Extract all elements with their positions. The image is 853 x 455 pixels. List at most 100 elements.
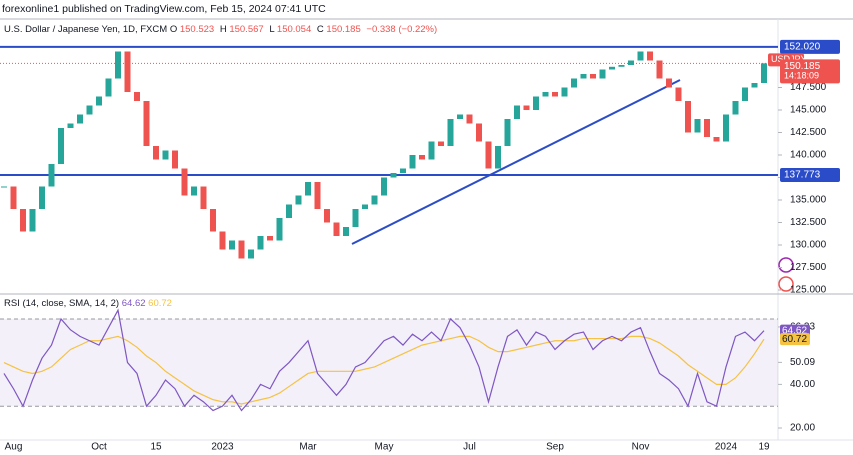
candle (495, 146, 501, 169)
candle (590, 74, 596, 79)
event-icon[interactable] (778, 257, 794, 273)
candle (333, 222, 340, 236)
candle (438, 141, 444, 146)
candle (86, 105, 93, 115)
candle (628, 60, 634, 65)
candle (162, 150, 169, 160)
y-tick-label: 142.500 (790, 127, 827, 138)
candle (523, 105, 530, 110)
price-label-box (780, 39, 840, 54)
candle (552, 92, 558, 97)
candle (295, 195, 302, 205)
ohlc-value: 150.523 (179, 24, 215, 35)
indicator-value: 60.72 (148, 298, 172, 309)
candle (466, 114, 473, 124)
candle (409, 155, 416, 169)
flag-icon[interactable] (778, 276, 794, 292)
candle (352, 209, 359, 227)
candle (362, 204, 368, 209)
candle (20, 209, 26, 232)
candle (599, 69, 606, 79)
y-tick-label: 40.00 (790, 379, 815, 390)
x-tick-label: 15 (150, 442, 162, 453)
candle (210, 209, 216, 232)
candle (286, 204, 292, 218)
y-tick-label: 130.000 (790, 240, 827, 251)
last-price-box (780, 59, 840, 84)
candle (1, 186, 7, 188)
y-tick-label: 145.000 (790, 105, 827, 116)
candle (694, 119, 701, 133)
x-tick-label: Jul (463, 442, 476, 453)
candle (580, 74, 587, 79)
y-tick-label: 50.09 (790, 357, 815, 368)
candle (751, 83, 758, 88)
rsi-band (0, 318, 778, 407)
candle (124, 51, 131, 92)
rsi-legend: RSI (14, close, SMA, 14, 2) 64.62 60.72 (4, 298, 172, 309)
candle (514, 105, 520, 119)
y-tick-label: 147.500 (790, 82, 827, 93)
candle (656, 60, 663, 79)
x-tick-label: Nov (632, 442, 650, 453)
y-tick-label: 125.000 (790, 285, 827, 296)
publisher: forexonline1 published on TradingView.co… (2, 3, 326, 15)
change: −0.338 (−0.22%) (366, 24, 438, 35)
ohlc-key: L (269, 24, 275, 35)
candle (200, 186, 207, 209)
y-tick-label: 20.00 (790, 423, 815, 434)
candle (647, 51, 653, 61)
legend: U.S. Dollar / Japanese Yen, 1D, FXCM O 1… (4, 24, 440, 35)
candle (267, 236, 273, 241)
y-tick-label: 140.000 (790, 150, 827, 161)
candle (704, 119, 710, 137)
candle (542, 92, 549, 97)
candle (181, 168, 188, 196)
candle (238, 240, 245, 259)
candle (143, 101, 150, 146)
candle (761, 63, 767, 83)
candle (58, 128, 64, 164)
value-box-label: 64.62 (782, 325, 807, 336)
candle (713, 137, 720, 142)
x-tick-label: Sep (546, 442, 564, 453)
candle (229, 240, 235, 250)
candle (96, 96, 102, 106)
candle (219, 231, 226, 250)
candle (685, 101, 691, 133)
candle (371, 195, 378, 205)
candle (742, 87, 748, 101)
indicator-line (3, 308, 765, 412)
y-tick-label: 132.500 (790, 217, 827, 228)
y-tick-label: 127.500 (790, 262, 827, 273)
chart-title: U.S. Dollar / Japanese Yen, 1D, FXCM (4, 24, 168, 35)
candle (134, 92, 140, 101)
candle (618, 65, 625, 67)
candle (314, 182, 321, 209)
candle (77, 114, 83, 124)
countdown: 14:18:09 (784, 71, 819, 81)
x-tick-label: 19 (758, 442, 770, 453)
candle (723, 114, 729, 142)
candle (276, 218, 283, 241)
candle (428, 141, 435, 160)
candle (324, 209, 330, 223)
ohlc-key: H (219, 24, 227, 35)
x-tick-label: May (375, 442, 394, 453)
candle (609, 66, 615, 70)
value-box-label: 60.72 (782, 334, 807, 345)
candle (533, 96, 539, 110)
candle (390, 173, 397, 178)
candle (115, 51, 121, 79)
candle (571, 78, 577, 88)
price-label: 137.773 (784, 170, 821, 181)
symbol: USDJPY (771, 54, 807, 64)
x-tick-label: 2024 (715, 442, 738, 453)
candle (476, 123, 482, 142)
candle (172, 150, 178, 169)
x-tick-label: Mar (299, 442, 317, 453)
candle (675, 87, 682, 101)
trendline (351, 79, 681, 245)
candle (257, 236, 264, 250)
